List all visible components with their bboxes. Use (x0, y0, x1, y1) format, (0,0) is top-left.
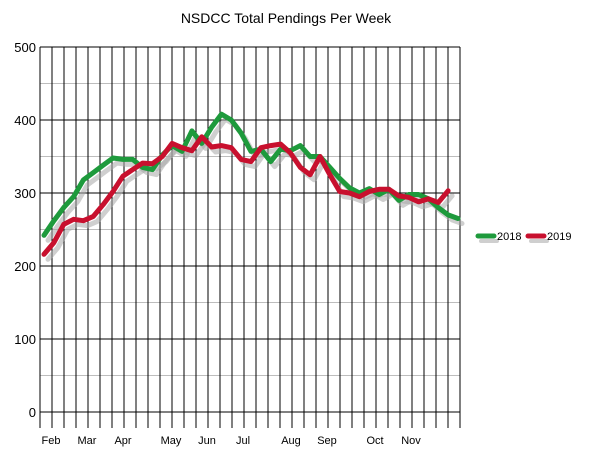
x-month-label-nov: Nov (401, 435, 421, 447)
legend-label-2018: 2018 (497, 231, 521, 243)
x-month-label-sep: Sep (317, 435, 337, 447)
series-lines (41, 111, 461, 257)
y-tick-label: 300 (14, 186, 36, 201)
y-tick-label: 400 (14, 113, 36, 128)
grid-minor (40, 83, 460, 376)
chart-title: NSDCC Total Pendings Per Week (181, 10, 392, 26)
x-month-label-jun: Jun (198, 435, 216, 447)
x-month-label-apr: Apr (114, 435, 131, 447)
x-month-labels: Feb Mar Apr May Jun Jul Aug Sep Oct Nov (42, 435, 422, 447)
y-tick-label: 100 (14, 332, 36, 347)
legend: 2018 2019 (475, 231, 571, 243)
x-month-label-mar: Mar (78, 435, 97, 447)
x-month-label-feb: Feb (42, 435, 61, 447)
x-month-label-aug: Aug (281, 435, 301, 447)
legend-label-2019: 2019 (547, 231, 571, 243)
y-tick-labels: 0 100 200 300 400 500 (14, 40, 36, 420)
y-tick-label: 500 (14, 40, 36, 55)
x-month-label-oct: Oct (366, 435, 383, 447)
x-month-label-jul: Jul (236, 435, 250, 447)
series-line-2019 (41, 134, 451, 257)
x-month-label-may: May (161, 435, 182, 447)
y-tick-label: 200 (14, 259, 36, 274)
y-tick-label: 0 (29, 405, 36, 420)
